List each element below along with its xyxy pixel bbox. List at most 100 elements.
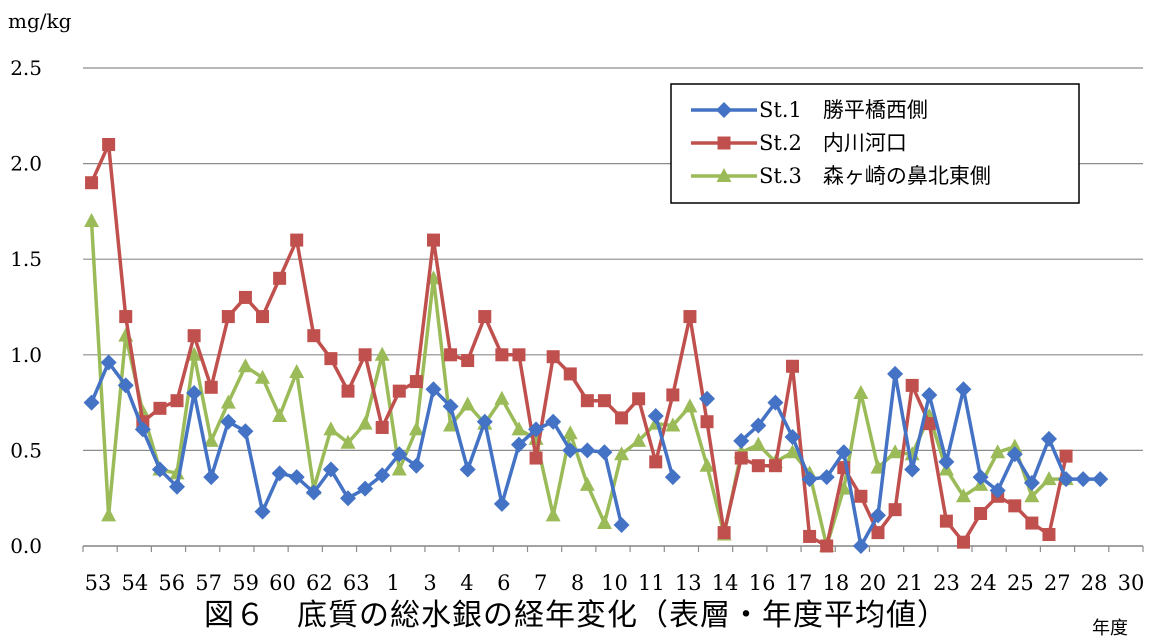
series-line [89, 142, 1068, 548]
data-point [990, 444, 1006, 459]
data-point [186, 346, 202, 361]
data-point [529, 451, 543, 465]
data-point [134, 421, 151, 438]
data-point [1025, 516, 1039, 530]
data-point [238, 290, 252, 304]
data-point [272, 407, 288, 422]
data-point [818, 469, 835, 486]
data-point [237, 423, 254, 440]
data-point [699, 457, 715, 472]
data-point [1007, 438, 1023, 453]
data-point [664, 469, 681, 486]
x-tick-label: 14 [712, 571, 739, 595]
data-point [494, 390, 510, 405]
data-point [835, 444, 852, 461]
data-point [101, 507, 117, 522]
y-tick-label: 1.0 [10, 343, 42, 367]
data-point [85, 176, 99, 190]
data-point [187, 329, 201, 343]
legend: St.1 勝平橋西側 St.2 内川河口 St.3 森ヶ崎の鼻北東側 [670, 83, 1080, 204]
x-tick-label: 21 [896, 571, 923, 595]
data-point [254, 503, 271, 520]
data-point [375, 420, 389, 434]
data-point [750, 417, 767, 434]
series-2 [85, 137, 1073, 553]
data-point [887, 365, 904, 382]
x-tick-label: 16 [749, 571, 776, 595]
legend-label: St.2 内川河口 [759, 131, 907, 155]
data-point [955, 488, 971, 503]
data-point [596, 515, 612, 530]
data-point [852, 538, 869, 554]
data-point [271, 465, 288, 482]
data-point [391, 446, 408, 463]
x-axis [82, 545, 1144, 552]
data-point [1008, 499, 1022, 513]
data-point [493, 495, 510, 512]
data-point [683, 310, 697, 324]
data-point [324, 352, 338, 366]
x-tick-label: 28 [1081, 571, 1108, 595]
data-point [425, 381, 442, 398]
data-point [426, 233, 440, 247]
data-point [767, 394, 784, 411]
data-point [357, 480, 374, 497]
data-point [580, 394, 594, 408]
data-point [956, 535, 970, 549]
data-point [1059, 449, 1073, 463]
data-point [939, 514, 953, 528]
data-point [904, 461, 921, 478]
data-point [888, 503, 902, 517]
data-point [392, 384, 406, 398]
data-point [631, 432, 647, 447]
data-point [682, 398, 698, 413]
x-tick-label: 23 [933, 571, 960, 595]
chart-title: 図６ 底質の総水銀の経年変化（表層・年度平均値） [204, 598, 948, 633]
data-point [1058, 471, 1075, 488]
data-point [666, 388, 680, 402]
data-point [921, 386, 938, 403]
data-point [391, 461, 407, 476]
data-point [169, 478, 186, 495]
x-tick-label: 60 [269, 571, 296, 595]
data-point [443, 417, 459, 432]
x-tick-label: 57 [195, 571, 222, 595]
data-point [288, 469, 305, 486]
x-tick-label: 3 [423, 571, 436, 595]
data-point [922, 417, 936, 431]
x-tick-label: 7 [534, 571, 547, 595]
data-point [803, 529, 817, 543]
data-point [699, 390, 716, 407]
x-tick-label: 1 [386, 571, 399, 595]
x-tick-label: 6 [497, 571, 510, 595]
data-point [459, 461, 476, 478]
data-point [613, 516, 630, 533]
data-point [579, 442, 596, 459]
x-tick-label: 11 [638, 571, 665, 595]
data-point [255, 369, 271, 384]
legend-entry-1: St.1 勝平橋西側 [691, 98, 928, 122]
data-point [203, 432, 219, 447]
data-point [1092, 471, 1109, 488]
data-point [273, 271, 287, 285]
data-point [203, 469, 220, 486]
data-point [220, 413, 237, 430]
data-point [100, 354, 117, 371]
x-tick-label: 17 [786, 571, 813, 595]
data-point [305, 484, 322, 501]
x-tick-label: 24 [970, 571, 997, 595]
y-tick-labels: 0.0 0.5 1.0 1.5 2.0 2.5 [10, 56, 42, 558]
x-tick-label: 18 [822, 571, 849, 595]
x-tick-label: 4 [460, 571, 473, 595]
data-point [1024, 488, 1040, 503]
data-point [871, 526, 885, 540]
legend-entry-2: St.2 内川河口 [691, 131, 907, 155]
data-point [83, 394, 100, 411]
data-point [854, 489, 868, 503]
data-point [290, 233, 304, 247]
data-point [717, 136, 731, 150]
y-axis-unit: mg/kg [8, 9, 72, 33]
legend-label: St.1 勝平橋西側 [759, 98, 928, 122]
data-point [853, 385, 869, 400]
